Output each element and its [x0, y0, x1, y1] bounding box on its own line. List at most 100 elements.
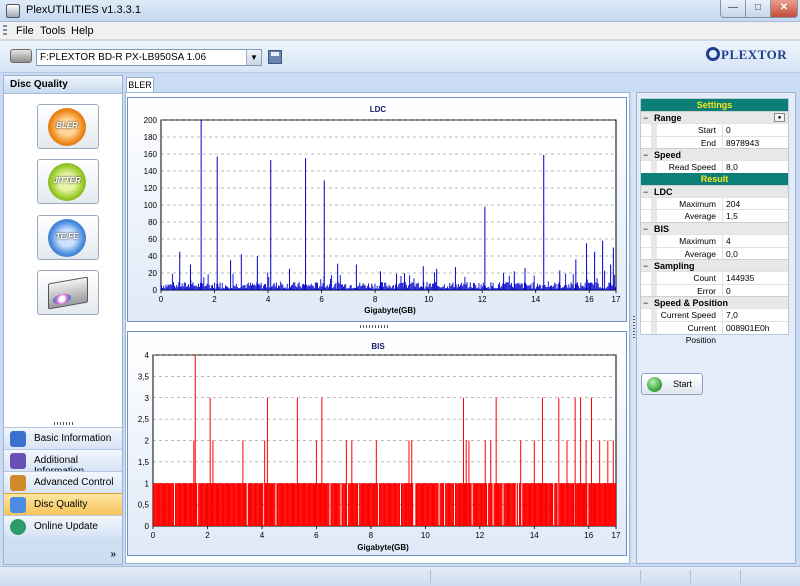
tefe-disc-icon: TE/FE: [48, 219, 86, 257]
bis-group[interactable]: − BIS: [641, 221, 788, 234]
nav-additional-information[interactable]: Additional Information: [4, 449, 122, 477]
speed-group[interactable]: − Speed: [641, 148, 788, 161]
status-segment: [690, 570, 691, 583]
left-panel-title: Disc Quality: [4, 76, 122, 94]
bis-y-tick-label: 3,5: [138, 372, 150, 381]
ldc-x-tick-label: 4: [266, 295, 271, 304]
property-grid: Settings − Range ● Start 0 End 8978943 − Spe…: [640, 98, 789, 345]
vertical-splitter-grip[interactable]: [633, 316, 635, 340]
ldc-series: [161, 120, 616, 290]
ldc-y-tick-label: 160: [144, 150, 158, 159]
start-button-label: Start: [673, 379, 693, 389]
ldc-y-tick-label: 80: [148, 218, 157, 227]
current-speed-row: Current Speed 7,0: [641, 308, 788, 322]
maximize-button[interactable]: □: [745, 0, 771, 18]
range-group[interactable]: − Range ●: [641, 111, 788, 123]
bis-x-tick-label: 16: [584, 531, 593, 540]
bis-x-tick-label: 14: [530, 531, 539, 540]
bis-chart-svg: BIS Gigabyte(GB) 0 0,5 1 1,5 2 2,5 3 3,5 4 0 2 4 6 8 1…: [138, 342, 621, 552]
tab-bler[interactable]: BLER: [126, 77, 154, 93]
menu-file[interactable]: File: [16, 25, 34, 37]
tefe-label: TE/FE: [55, 232, 79, 241]
minimize-button[interactable]: —: [720, 0, 746, 18]
bis-y-tick-label: 2,5: [138, 415, 150, 424]
ldc-x-tick-label: 6: [319, 295, 324, 304]
error-row: Error 0: [641, 283, 788, 297]
ldc-chart-title: LDC: [370, 105, 387, 114]
nav-label: Online Update: [34, 521, 98, 532]
menu-grip: [3, 25, 7, 37]
ldc-x-tick-label: 8: [373, 295, 378, 304]
logo-text: PLEXTOR: [721, 47, 788, 62]
drive-test-button[interactable]: [37, 270, 99, 315]
tools-icon: [10, 475, 26, 491]
right-panel: Settings − Range ● Start 0 End 8978943 − Spe…: [636, 92, 796, 564]
nav-area: Basic Information Additional Information…: [4, 427, 122, 564]
window-title: PlexUTILITIES v1.3.3.1: [26, 4, 141, 16]
bler-label: BLER: [56, 121, 78, 130]
nav-advanced-control[interactable]: Advanced Control: [4, 471, 122, 493]
ldc-x-tick-label: 10: [424, 295, 433, 304]
ldc-y-tick-label: 20: [148, 269, 157, 278]
panel-splitter[interactable]: [54, 422, 74, 425]
bis-y-tick-label: 0,5: [138, 501, 150, 510]
left-panel: Disc Quality BLER JITTER TE/FE Basic Inf…: [3, 75, 123, 565]
bis-x-tick-label: 6: [314, 531, 319, 540]
close-button[interactable]: ✕: [770, 0, 798, 18]
play-icon: [647, 377, 662, 392]
ldc-y-tick-label: 100: [144, 201, 158, 210]
bler-disc-icon: BLER: [48, 108, 86, 146]
jitter-disc-icon: JITTER: [48, 163, 86, 201]
nav-label: Disc Quality: [34, 499, 88, 510]
current-position-row: Current Position 008901E0h: [641, 320, 788, 345]
nav-online-update[interactable]: Online Update: [4, 515, 122, 537]
ldc-group[interactable]: − LDC: [641, 184, 788, 197]
sampling-group[interactable]: − Sampling: [641, 259, 788, 272]
range-options-icon[interactable]: ●: [774, 113, 785, 122]
menu-tools[interactable]: Tools: [40, 25, 66, 37]
menu-bar: File Tools Help: [0, 22, 800, 40]
tefe-test-button[interactable]: TE/FE: [37, 215, 99, 260]
expand-nav-icon[interactable]: »: [110, 549, 116, 560]
toolbar: F:PLEXTOR BD-R PX-LB950SA 1.06 ▼: [0, 41, 800, 73]
bis-chart: BIS Gigabyte(GB) 0 0,5 1 1,5 2 2,5 3 3,5 4 0 2 4 6 8 1…: [127, 331, 627, 556]
globe-icon: [10, 519, 26, 535]
nav-label: Basic Information: [34, 433, 112, 444]
ldc-y-tick-label: 0: [153, 286, 158, 295]
ldc-chart: LDC Gigabyte(GB) 0 20 40 60 80 100 120 140 160 18…: [127, 97, 627, 322]
jitter-label: JITTER: [53, 176, 81, 185]
menu-help[interactable]: Help: [71, 25, 94, 37]
chart-splitter[interactable]: [360, 325, 388, 328]
bis-x-tick-label: 4: [260, 531, 265, 540]
speed-position-group[interactable]: − Speed & Position: [641, 296, 788, 309]
nav-basic-information[interactable]: Basic Information: [4, 427, 122, 449]
save-icon[interactable]: [268, 50, 282, 64]
jitter-test-button[interactable]: JITTER: [37, 159, 99, 204]
drive-icon: [10, 49, 32, 63]
bis-x-tick-label: 10: [421, 531, 430, 540]
plextor-logo: PLEXTOR: [706, 47, 792, 67]
ldc-y-tick-label: 140: [144, 167, 158, 176]
ldc-max-row: Maximum 204: [641, 196, 788, 210]
ldc-x-tick-label: 2: [212, 295, 217, 304]
bis-x-tick-label: 0: [151, 531, 156, 540]
title-bar: PlexUTILITIES v1.3.3.1 — □ ✕: [0, 0, 800, 22]
ldc-x-tick-label: 0: [159, 295, 164, 304]
bis-x-axis-label: Gigabyte(GB): [357, 543, 409, 552]
nav-label: Advanced Control: [34, 477, 114, 488]
chevron-down-icon[interactable]: ▼: [246, 50, 261, 65]
nav-disc-quality[interactable]: Disc Quality: [4, 493, 122, 515]
ldc-y-tick-label: 120: [144, 184, 158, 193]
bis-x-tick-label: 2: [205, 531, 210, 540]
drive-select[interactable]: F:PLEXTOR BD-R PX-LB950SA 1.06 ▼: [36, 49, 262, 66]
ldc-chart-svg: LDC Gigabyte(GB) 02040608010012014016018…: [144, 105, 621, 315]
bler-test-button[interactable]: BLER: [37, 104, 99, 149]
bis-y-tick-label: 1,5: [138, 458, 150, 467]
ldc-x-tick-label: 16: [585, 295, 594, 304]
start-button[interactable]: Start: [641, 373, 703, 395]
drive-disc-icon: [48, 276, 88, 310]
bis-avg-row: Average 0,0: [641, 246, 788, 260]
count-row: Count 144935: [641, 271, 788, 285]
ldc-y-tick-label: 40: [148, 252, 157, 261]
bis-y-tick-label: 3: [145, 394, 150, 403]
